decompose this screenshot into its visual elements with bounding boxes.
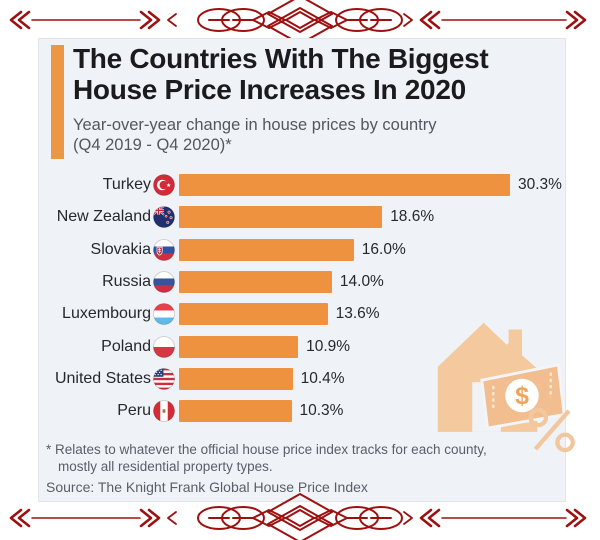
country-label: Slovakia: [90, 240, 151, 258]
value-label: 10.3%: [299, 402, 344, 420]
luxembourg-flag-icon: [153, 303, 175, 326]
chart-subtitle-line1: Year-over-year change in house prices by…: [73, 116, 437, 134]
russia-flag-icon: [153, 271, 175, 293]
chart-footnote: * Relates to whatever the official house…: [46, 441, 553, 475]
house-price-illustration-icon: $: [437, 322, 575, 453]
poland-flag-icon: [153, 335, 175, 358]
bar: [179, 174, 510, 197]
country-label: Poland: [101, 337, 151, 355]
bar-row: Peru 10.3%: [39, 395, 565, 427]
bar-row: Poland 10.9%: [39, 330, 565, 362]
country-label: Turkey: [102, 176, 151, 194]
peru-flag-icon: [153, 400, 175, 423]
value-label: 10.9%: [306, 337, 351, 355]
bar: [179, 238, 354, 261]
bar: [179, 400, 292, 423]
value-label: 18.6%: [390, 208, 435, 226]
bar: [179, 271, 332, 294]
value-label: 13.6%: [335, 305, 380, 323]
country-label: Peru: [117, 402, 151, 420]
chart-subtitle-line2: (Q4 2019 - Q4 2020)*: [73, 136, 232, 154]
bar-row: Slovakia 16.0%: [39, 234, 565, 266]
bar: [179, 303, 328, 326]
value-label: 14.0%: [339, 273, 384, 291]
country-label: United States: [54, 369, 151, 387]
value-label: 30.3%: [518, 176, 562, 194]
footnote-line2: mostly all residential property types.: [58, 459, 273, 475]
bar-row: Luxembourg 13.6%: [39, 298, 565, 330]
footnote-line1: * Relates to whatever the official house…: [46, 442, 487, 458]
bar-row: United States 10.4%: [39, 363, 565, 395]
bar: [179, 367, 293, 390]
bar-row: New Zealand 18.6%: [39, 201, 565, 233]
chart-card: The Countries With The Biggest House Pric…: [38, 38, 575, 502]
chart-header: The Countries With The Biggest House Pric…: [73, 43, 553, 155]
chart-title-line1: The Countries With The Biggest: [73, 43, 489, 74]
bar: [179, 335, 299, 358]
country-label: Russia: [102, 273, 151, 291]
decorative-border-bottom-icon: [9, 493, 587, 540]
svg-text:$: $: [515, 382, 529, 410]
chart-subtitle: Year-over-year change in house prices by…: [73, 115, 553, 155]
chart-title: The Countries With The Biggest House Pric…: [73, 43, 553, 105]
chart-title-line2: House Price Increases In 2020: [73, 74, 466, 105]
bar-row: Turkey 30.3%: [39, 169, 565, 201]
decorative-border-top-icon: [9, 0, 587, 45]
new-zealand-flag-icon: [153, 206, 175, 229]
country-label: Luxembourg: [62, 305, 151, 323]
slovakia-flag-icon: [153, 238, 175, 261]
value-label: 10.4%: [300, 369, 345, 387]
united-states-flag-icon: [153, 368, 175, 390]
value-label: 16.0%: [361, 240, 406, 258]
bar-chart: Turkey 30.3% New Zealand 18.6% Slovakia …: [39, 169, 565, 427]
country-label: New Zealand: [56, 208, 151, 226]
bar-row: Russia 14.0%: [39, 266, 565, 298]
title-accent-bar: [51, 45, 64, 159]
source-credit: Source: The Knight Frank Global House Pr…: [46, 479, 368, 496]
turkey-flag-icon: [153, 174, 175, 197]
bar: [179, 206, 383, 229]
